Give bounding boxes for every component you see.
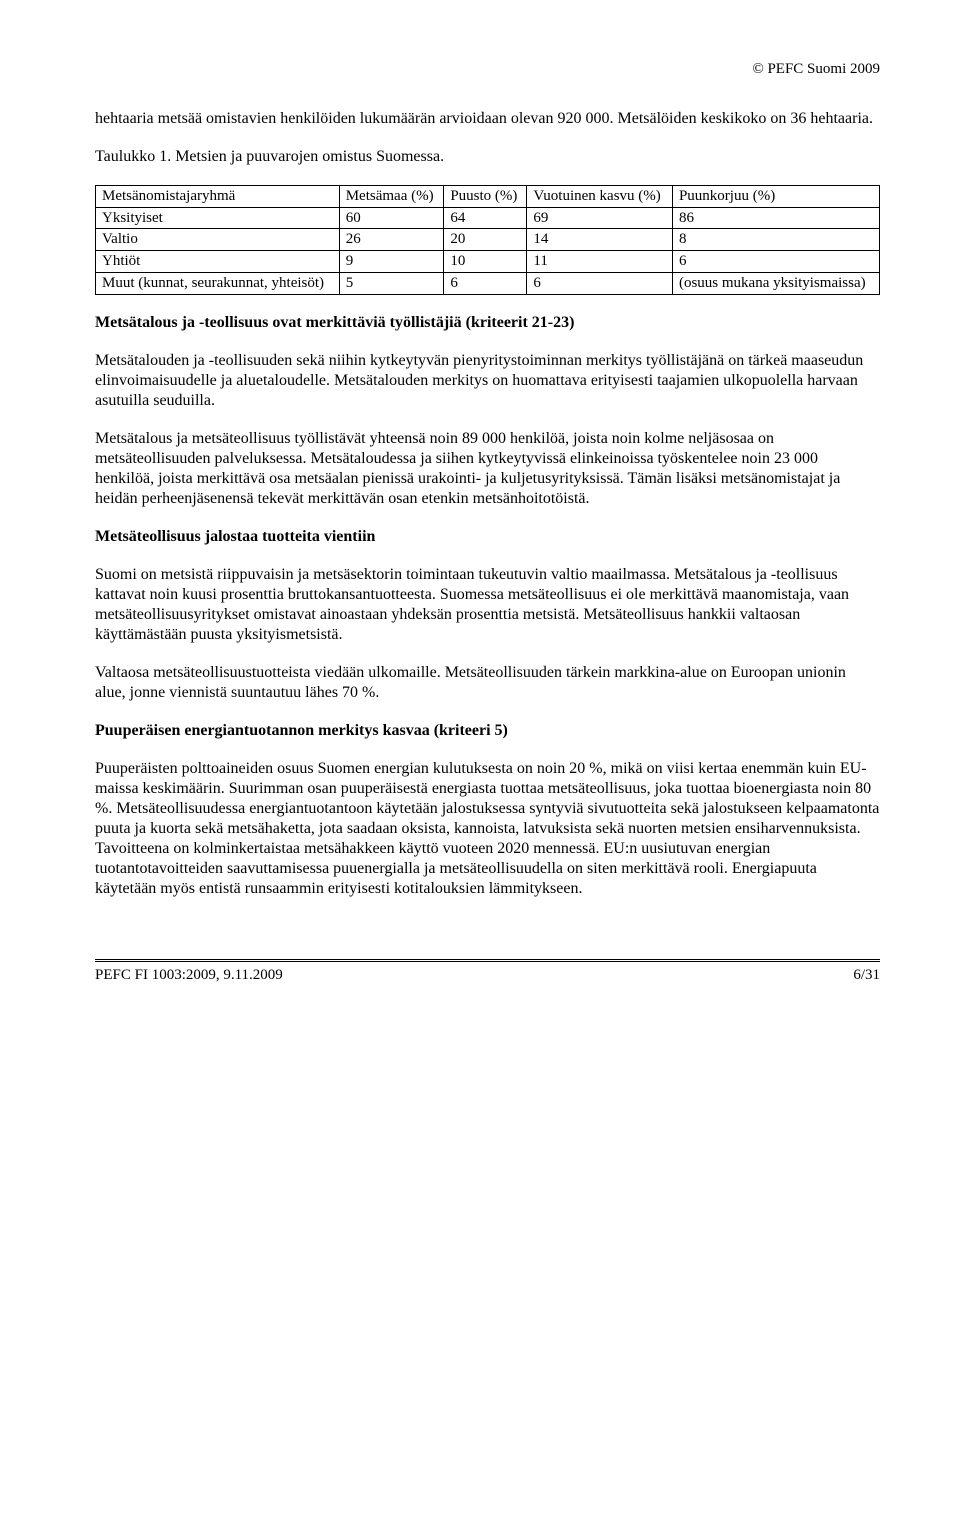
table-cell: 20 [444, 229, 527, 251]
table-cell: 6 [444, 272, 527, 294]
body-paragraph: Valtaosa metsäteollisuustuotteista viedä… [95, 663, 880, 703]
table-cell: 6 [672, 251, 879, 273]
table-cell: 69 [527, 207, 673, 229]
table-caption: Taulukko 1. Metsien ja puuvarojen omistu… [95, 147, 880, 167]
table-cell: Yksityiset [96, 207, 340, 229]
section-heading: Metsätalous ja -teollisuus ovat merkittä… [95, 313, 880, 333]
body-paragraph: Metsätalous ja metsäteollisuus työllistä… [95, 429, 880, 509]
body-paragraph: Suomi on metsistä riippuvaisin ja metsäs… [95, 565, 880, 645]
table-header: Puunkorjuu (%) [672, 185, 879, 207]
table-row: Yhtiöt 9 10 11 6 [96, 251, 880, 273]
table-header-row: Metsänomistajaryhmä Metsämaa (%) Puusto … [96, 185, 880, 207]
table-cell: 9 [339, 251, 444, 273]
table-cell: 6 [527, 272, 673, 294]
table-cell: 64 [444, 207, 527, 229]
table-cell: 10 [444, 251, 527, 273]
table-cell: (osuus mukana yksityismaissa) [672, 272, 879, 294]
table-cell: 26 [339, 229, 444, 251]
table-cell: 14 [527, 229, 673, 251]
table-cell: Muut (kunnat, seurakunnat, yhteisöt) [96, 272, 340, 294]
footer-left: PEFC FI 1003:2009, 9.11.2009 [95, 966, 283, 985]
page-footer: PEFC FI 1003:2009, 9.11.2009 6/31 [95, 959, 880, 985]
ownership-table: Metsänomistajaryhmä Metsämaa (%) Puusto … [95, 185, 880, 295]
table-header: Metsämaa (%) [339, 185, 444, 207]
footer-right: 6/31 [853, 966, 880, 985]
table-cell: Yhtiöt [96, 251, 340, 273]
table-cell: Valtio [96, 229, 340, 251]
table-cell: 8 [672, 229, 879, 251]
copyright-line: © PEFC Suomi 2009 [95, 60, 880, 79]
body-paragraph: Puuperäisten polttoaineiden osuus Suomen… [95, 759, 880, 899]
table-header: Puusto (%) [444, 185, 527, 207]
table-row: Yksityiset 60 64 69 86 [96, 207, 880, 229]
table-row: Muut (kunnat, seurakunnat, yhteisöt) 5 6… [96, 272, 880, 294]
body-paragraph: Metsätalouden ja -teollisuuden sekä niih… [95, 351, 880, 411]
intro-paragraph: hehtaaria metsää omistavien henkilöiden … [95, 109, 880, 129]
section-heading: Metsäteollisuus jalostaa tuotteita vient… [95, 527, 880, 547]
section-heading: Puuperäisen energiantuotannon merkitys k… [95, 721, 880, 741]
table-row: Valtio 26 20 14 8 [96, 229, 880, 251]
table-header: Metsänomistajaryhmä [96, 185, 340, 207]
table-cell: 11 [527, 251, 673, 273]
table-cell: 86 [672, 207, 879, 229]
table-cell: 60 [339, 207, 444, 229]
table-cell: 5 [339, 272, 444, 294]
table-header: Vuotuinen kasvu (%) [527, 185, 673, 207]
